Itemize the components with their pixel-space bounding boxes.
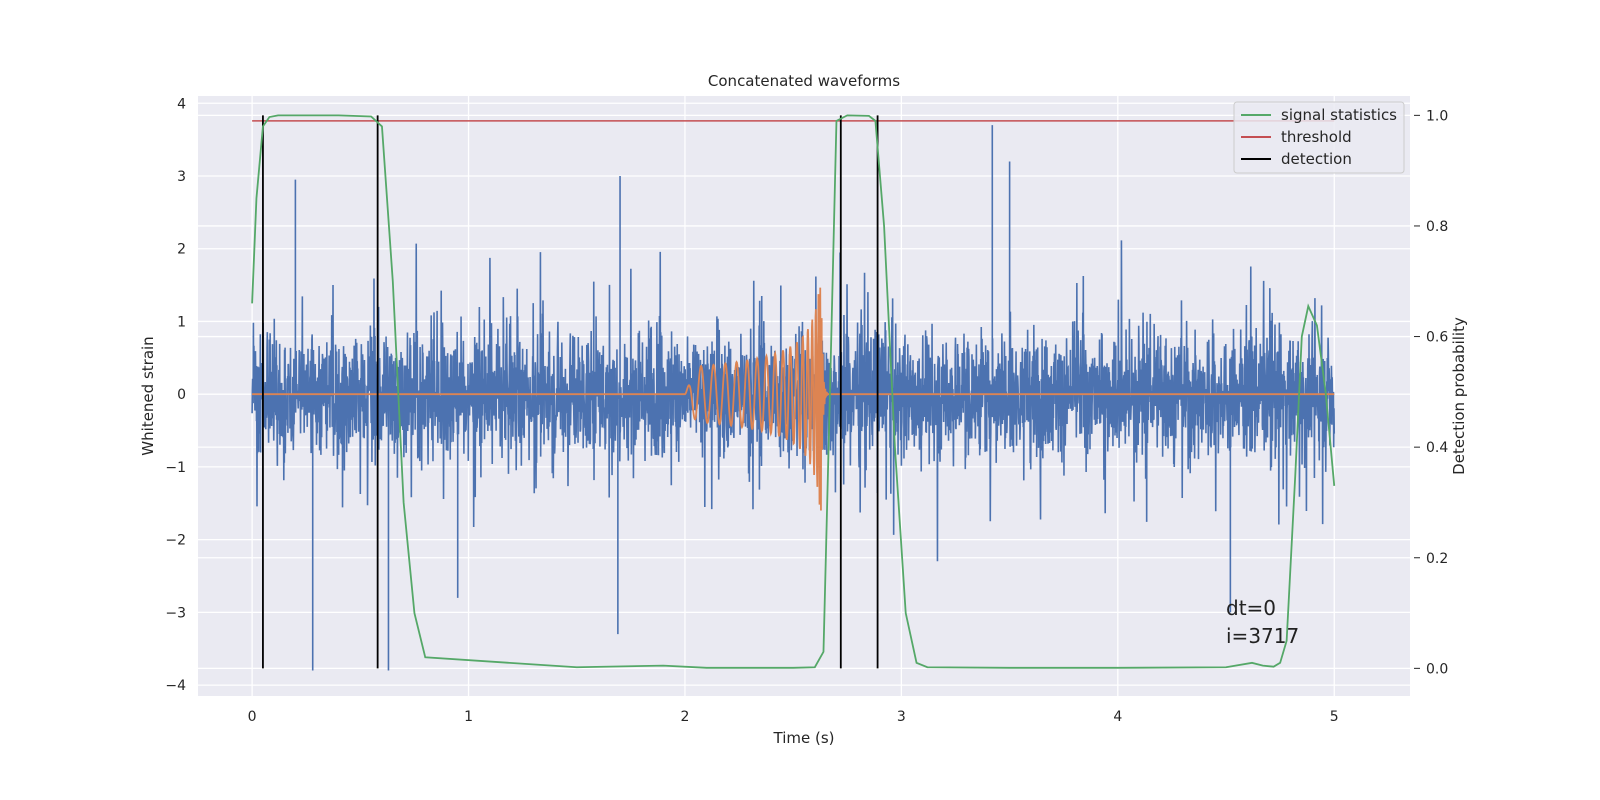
y-tick-label: 1: [177, 314, 186, 330]
y-tick-label: −1: [165, 460, 186, 476]
y2-tick-label: 0.4: [1426, 440, 1448, 456]
strain-noise-line: [251, 125, 1336, 671]
y-tick-label: −4: [165, 678, 186, 694]
y2-axis-label: Detection probability: [1450, 317, 1468, 475]
y2-tick-label: 1.0: [1426, 108, 1448, 124]
y-axis-label: Whitened strain: [139, 336, 157, 455]
y-tick-label: 2: [177, 242, 186, 258]
legend-box: [1233, 101, 1405, 174]
x-axis-label: Time (s): [773, 729, 835, 747]
y2-tick-label: 0.6: [1426, 330, 1448, 346]
y-tick-label: 0: [177, 387, 186, 403]
y2-tick-label: 0.0: [1426, 661, 1448, 677]
y2-tick-label: 0.8: [1426, 219, 1448, 235]
legend-label-threshold: threshold: [1281, 128, 1352, 146]
detection-lines: [262, 115, 879, 669]
x-tick-label: 3: [897, 709, 906, 725]
y-tick-label: −3: [165, 605, 186, 621]
legend: signal statistics threshold detection: [1233, 101, 1405, 174]
x-tick-label: 0: [248, 709, 257, 725]
y-tick-label: −2: [165, 533, 186, 549]
y-tick-label: 4: [177, 96, 186, 112]
legend-label-signal-statistics: signal statistics: [1281, 106, 1397, 124]
x-tick-label: 4: [1113, 709, 1122, 725]
signal-statistics-line: [251, 114, 1336, 669]
plot-area: [251, 114, 1336, 671]
right-y-ticks: 0.0 0.2 0.4 0.6 0.8 1.0: [1414, 108, 1448, 677]
injected-waveform-line: [252, 287, 1335, 511]
x-tick-label: 2: [681, 709, 690, 725]
annotation: dt=0 i=3717: [1226, 596, 1299, 648]
y2-tick-label: 0.2: [1426, 551, 1448, 567]
left-y-ticks: −4 −3 −2 −1 0 1 2 3 4: [165, 96, 186, 694]
y-tick-label: 3: [177, 169, 186, 185]
x-ticks: 0 1 2 3 4 5: [248, 709, 1339, 725]
x-tick-label: 1: [464, 709, 473, 725]
annotation-line-dt: dt=0: [1226, 596, 1276, 620]
chart-title: Concatenated waveforms: [708, 72, 900, 90]
annotation-line-i: i=3717: [1226, 624, 1299, 648]
x-tick-label: 5: [1330, 709, 1339, 725]
legend-label-detection: detection: [1281, 150, 1352, 168]
